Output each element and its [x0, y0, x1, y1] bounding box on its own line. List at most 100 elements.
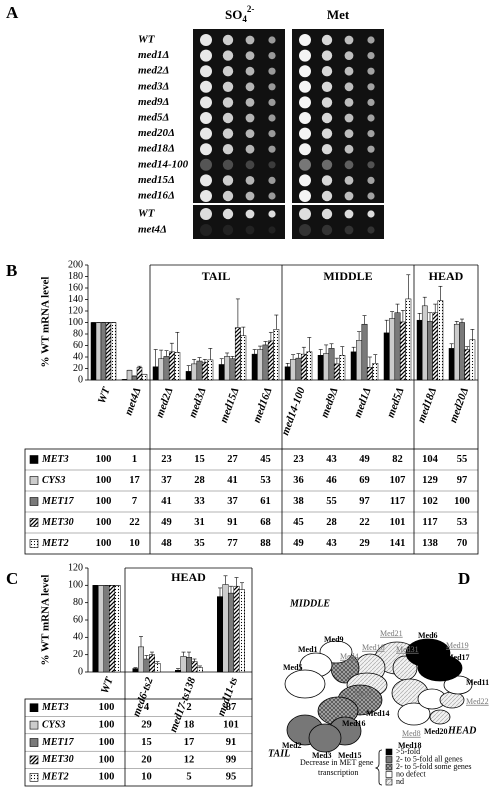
spot — [222, 208, 234, 220]
spot — [222, 159, 234, 170]
table-value: 101 — [223, 720, 239, 731]
subunit-shape — [284, 669, 326, 699]
table-value: 102 — [422, 496, 438, 507]
strain-label: med2Δ — [138, 65, 169, 77]
strain-label: med16Δ — [138, 190, 175, 202]
legend-item: 2- to 5-fold all genes — [396, 754, 463, 763]
table-value: 33 — [194, 496, 205, 507]
table-value: 91 — [227, 517, 238, 528]
spot — [200, 65, 212, 78]
spot — [245, 191, 255, 201]
x-tick-label: med14-100 — [279, 385, 308, 437]
bar — [389, 318, 396, 381]
spot — [200, 80, 212, 93]
x-tick-label: med9Δ — [319, 386, 341, 420]
x-tick-label: med18Δ — [415, 386, 439, 425]
y-axis-label: % WT mRNA level — [40, 277, 52, 368]
spot — [299, 143, 311, 156]
y-tick-label: 80 — [73, 328, 83, 339]
spot — [344, 35, 354, 45]
subunit-label: Med9 — [324, 635, 344, 644]
table-value: 1 — [132, 454, 137, 465]
legend-swatch — [29, 518, 39, 527]
table-value: 23 — [293, 454, 304, 465]
bar — [394, 312, 401, 381]
bar — [143, 658, 150, 673]
spot — [268, 226, 276, 234]
table-value: 28 — [326, 517, 337, 528]
strain-label: med18Δ — [138, 143, 175, 155]
table-value: 55 — [457, 454, 468, 465]
spot — [268, 98, 276, 106]
table-value: 12 — [184, 754, 195, 765]
subunit-label: Med22 — [466, 697, 489, 706]
x-tick-label: med16Δ — [251, 386, 275, 425]
y-tick-label: 120 — [68, 305, 83, 316]
table-value: 41 — [161, 496, 172, 507]
table-value: 31 — [194, 517, 205, 528]
bar — [154, 663, 161, 673]
bar — [323, 353, 330, 381]
spot — [268, 145, 276, 153]
table-value: 15 — [141, 737, 152, 748]
bar — [100, 322, 107, 381]
bar — [295, 357, 302, 381]
spot — [245, 225, 255, 235]
bar — [262, 344, 269, 381]
region-label: HEAD — [447, 725, 476, 736]
spot — [299, 174, 311, 187]
bar — [175, 670, 181, 673]
y-tick-label: 20 — [73, 649, 83, 660]
subunit-label: Med31 — [396, 645, 419, 654]
table-value: 41 — [227, 475, 238, 486]
subunit-label: Med6 — [418, 631, 438, 640]
legend-item: 2- to 5-fold some genes — [396, 762, 472, 771]
table-value: 43 — [326, 538, 337, 549]
y-tick-label: 160 — [68, 282, 83, 293]
y-tick-label: 180 — [68, 271, 83, 282]
spot — [367, 130, 375, 138]
spot — [321, 112, 333, 124]
table-value: 22 — [359, 517, 370, 528]
legend-swatch — [29, 539, 39, 548]
subunit-label: Med2 — [282, 741, 302, 750]
legend-swatch — [385, 756, 393, 763]
spot — [367, 192, 375, 200]
table-value: 29 — [141, 720, 152, 731]
spot — [344, 66, 354, 76]
spot — [344, 113, 354, 123]
table-value: 53 — [260, 475, 271, 486]
strain-label: med5Δ — [138, 112, 169, 124]
spot — [299, 34, 311, 46]
table-value: 43 — [326, 454, 337, 465]
y-tick-label: 0 — [78, 374, 83, 385]
table-value: 100 — [99, 720, 115, 731]
bar — [131, 375, 138, 381]
spot — [299, 65, 311, 78]
table-value: 45 — [260, 454, 271, 465]
table-value: 10 — [141, 772, 152, 783]
bar — [105, 322, 112, 381]
table-value: 46 — [326, 475, 337, 486]
table-value: 4 — [144, 702, 150, 713]
spot — [321, 34, 333, 46]
subunit-label: Med19 — [446, 641, 469, 650]
bar — [432, 312, 439, 381]
spot — [299, 49, 311, 62]
legend-swatch — [29, 755, 39, 765]
table-frame — [24, 448, 479, 555]
spot — [222, 112, 234, 124]
bar — [149, 654, 155, 673]
subunit-label: Med11 — [466, 678, 489, 687]
spot — [321, 144, 333, 155]
strain-label: med3Δ — [138, 80, 169, 92]
bar — [186, 657, 192, 673]
table-value: 17 — [184, 737, 195, 748]
bar — [267, 340, 274, 381]
bar — [163, 356, 170, 381]
bar — [453, 323, 460, 381]
strain-label: med1Δ — [138, 49, 169, 61]
legend-swatch — [29, 476, 39, 485]
header: Met — [327, 7, 350, 22]
subunit-label: Med20 — [424, 727, 448, 736]
